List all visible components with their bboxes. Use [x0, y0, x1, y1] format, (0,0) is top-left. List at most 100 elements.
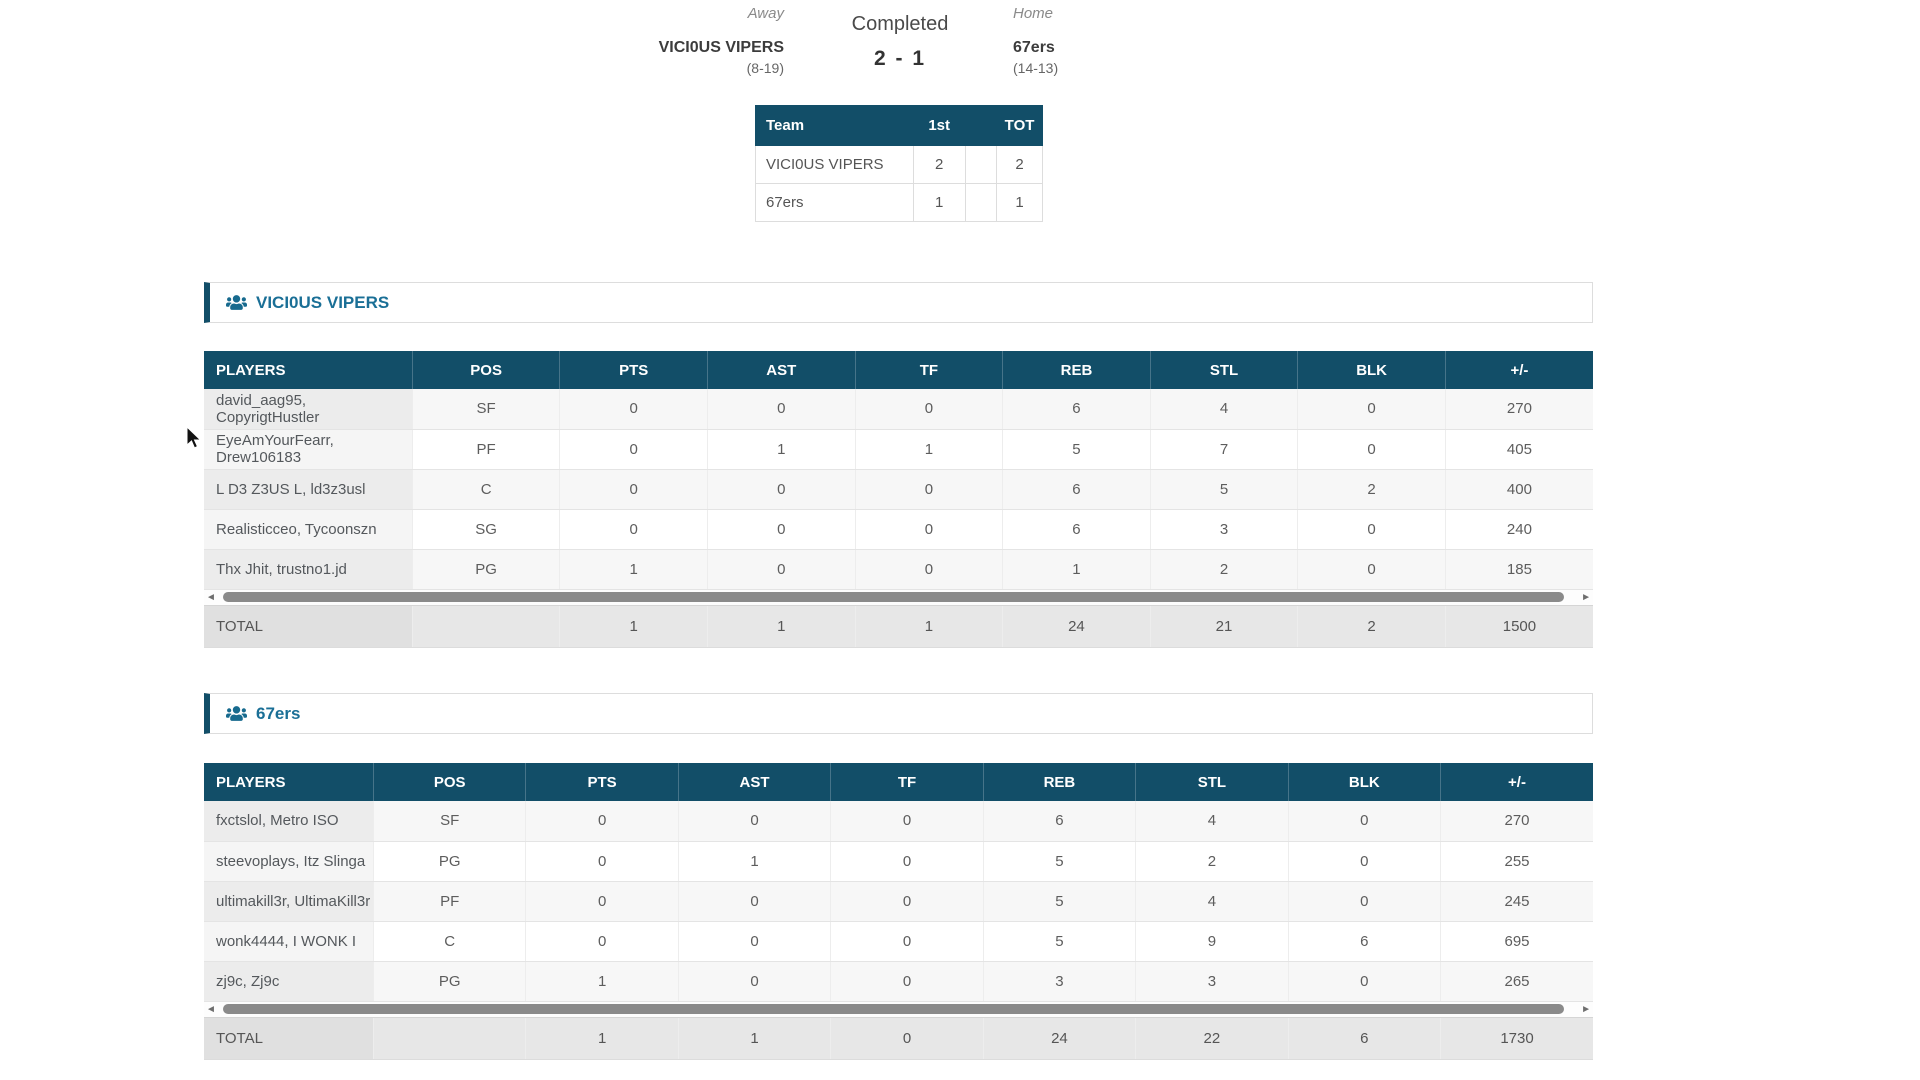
total-row: TOTAL 1 1 1 24 21 2 1500: [204, 604, 1593, 648]
score-cell-team: VICI0US VIPERS: [755, 145, 914, 184]
stat-cell: 400: [1444, 469, 1593, 510]
stats-col-header: BLK: [1287, 763, 1441, 801]
team-stats-67ers: PLAYERS POS PTS AST TF REB STL BLK +/- fxctslol,…: [204, 763, 1593, 1060]
stats-header-row: PLAYERS POS PTS AST TF REB STL BLK +/-: [204, 763, 1593, 801]
stats-col-header: TF: [854, 351, 1003, 389]
score-cell-team: 67ers: [755, 183, 914, 222]
stats-col-header: PTS: [559, 351, 708, 389]
away-label: Away: [747, 5, 784, 22]
total-stat-cell: 1: [854, 604, 1003, 648]
stat-cell: 0: [677, 961, 831, 1002]
stat-cell: C: [372, 921, 526, 962]
score-col-1st: 1st: [912, 105, 966, 146]
stat-cell: PF: [411, 429, 560, 470]
player-names-cell: steevoplays, Itz Slinga: [204, 841, 374, 882]
stat-cell: 1: [677, 841, 831, 882]
stat-cell: 0: [1287, 961, 1441, 1002]
total-stat-cell: 0: [830, 1016, 984, 1060]
stat-cell: 0: [830, 921, 984, 962]
stat-cell: 5: [982, 921, 1136, 962]
scrollbar-track[interactable]: [219, 1004, 1578, 1014]
stat-cell: 5: [982, 881, 1136, 922]
stat-cell: 0: [525, 921, 679, 962]
match-status: Completed: [851, 13, 949, 35]
scrollbar-thumb[interactable]: [222, 1004, 1565, 1014]
total-label-cell: TOTAL: [204, 1016, 374, 1060]
users-icon: [226, 706, 247, 721]
stat-cell: 5: [1149, 469, 1298, 510]
stat-cell: 0: [559, 509, 708, 550]
match-status-block: Completed 2 - 1: [810, 13, 990, 71]
player-row: EyeAmYourFearr, Drew106183 PF 0 1 1 5 7 0 405: [204, 429, 1593, 470]
total-row: TOTAL 1 1 0 24 22 6 1730: [204, 1016, 1593, 1060]
stat-cell: 0: [677, 881, 831, 922]
stat-cell: 6: [982, 801, 1136, 842]
away-team-block: Away VICI0US VIPERS (8-19): [659, 5, 784, 76]
player-names-cell: Thx Jhit, trustno1.jd: [204, 549, 413, 590]
score-cell-mid: [964, 183, 998, 222]
total-stat-cell: [372, 1016, 526, 1060]
player-names-cell: ultimakill3r, UltimaKill3r: [204, 881, 374, 922]
stat-cell: PG: [411, 549, 560, 590]
stat-cell: 1: [1002, 549, 1151, 590]
total-stat-cell: [411, 604, 560, 648]
scrollbar-track[interactable]: [219, 592, 1578, 602]
stat-cell: 0: [525, 881, 679, 922]
home-team-name: 67ers: [1013, 39, 1055, 56]
stat-cell: 185: [1444, 549, 1593, 590]
stat-cell: 0: [559, 429, 708, 470]
stat-cell: 2: [1297, 469, 1446, 510]
team-section-title: 67ers: [256, 703, 301, 723]
score-col-tot: TOT: [996, 105, 1043, 146]
stat-cell: 4: [1135, 801, 1289, 842]
match-score: 2 - 1: [873, 47, 927, 70]
scroll-right-icon[interactable]: ►: [1581, 591, 1591, 603]
stat-cell: SF: [372, 801, 526, 842]
stat-cell: 0: [559, 469, 708, 510]
stat-cell: 6: [1002, 469, 1151, 510]
total-stat-cell: 1: [559, 604, 708, 648]
stats-col-header: POS: [411, 351, 560, 389]
score-summary-table: Team 1st TOT VICI0US VIPERS 2 2 67ers 1 1: [755, 105, 1043, 222]
stat-cell: 0: [525, 801, 679, 842]
scroll-left-icon[interactable]: ◄: [206, 1003, 216, 1015]
stat-cell: 0: [830, 881, 984, 922]
scrollbar-thumb[interactable]: [222, 592, 1565, 602]
stats-col-header: +/-: [1444, 351, 1593, 389]
stat-cell: 6: [1002, 509, 1151, 550]
horizontal-scrollbar[interactable]: ◄ ►: [204, 1001, 1593, 1017]
player-stats-table: PLAYERS POS PTS AST TF REB STL BLK +/- david_aag…: [204, 351, 1593, 590]
player-row: zj9c, Zj9c PG 1 0 0 3 3 0 265: [204, 961, 1593, 1002]
player-stats-table: PLAYERS POS PTS AST TF REB STL BLK +/- fxctslol,…: [204, 763, 1593, 1002]
stat-cell: PG: [372, 841, 526, 882]
team-section-header-67ers: 67ers: [204, 693, 1593, 734]
player-names-cell: EyeAmYourFearr, Drew106183: [204, 429, 413, 470]
stat-cell: 0: [830, 801, 984, 842]
stat-cell: PG: [372, 961, 526, 1002]
scroll-left-icon[interactable]: ◄: [206, 591, 216, 603]
team-section-header-vipers: VICI0US VIPERS: [204, 282, 1593, 323]
stat-cell: 0: [854, 469, 1003, 510]
score-cell-tot: 1: [996, 183, 1043, 222]
stat-cell: 0: [707, 509, 856, 550]
score-cell-mid: [964, 145, 998, 184]
stat-cell: 1: [854, 429, 1003, 470]
total-stat-cell: 24: [982, 1016, 1136, 1060]
stat-cell: 0: [830, 961, 984, 1002]
stat-cell: 0: [1297, 429, 1446, 470]
player-names-cell: L D3 Z3US L, ld3z3usl: [204, 469, 413, 510]
stats-col-header: BLK: [1297, 351, 1446, 389]
stats-col-header: PTS: [525, 763, 679, 801]
team-section-title: VICI0US VIPERS: [256, 292, 390, 312]
stats-col-header: STL: [1149, 351, 1298, 389]
stat-cell: 3: [1135, 961, 1289, 1002]
horizontal-scrollbar[interactable]: ◄ ►: [204, 589, 1593, 605]
stat-cell: PF: [372, 881, 526, 922]
total-label-cell: TOTAL: [204, 604, 413, 648]
stat-cell: 3: [982, 961, 1136, 1002]
stats-col-header: +/-: [1440, 763, 1593, 801]
stat-cell: 0: [525, 841, 679, 882]
scroll-right-icon[interactable]: ►: [1581, 1003, 1591, 1015]
total-stat-cell: 1730: [1440, 1016, 1593, 1060]
stat-cell: 0: [677, 921, 831, 962]
